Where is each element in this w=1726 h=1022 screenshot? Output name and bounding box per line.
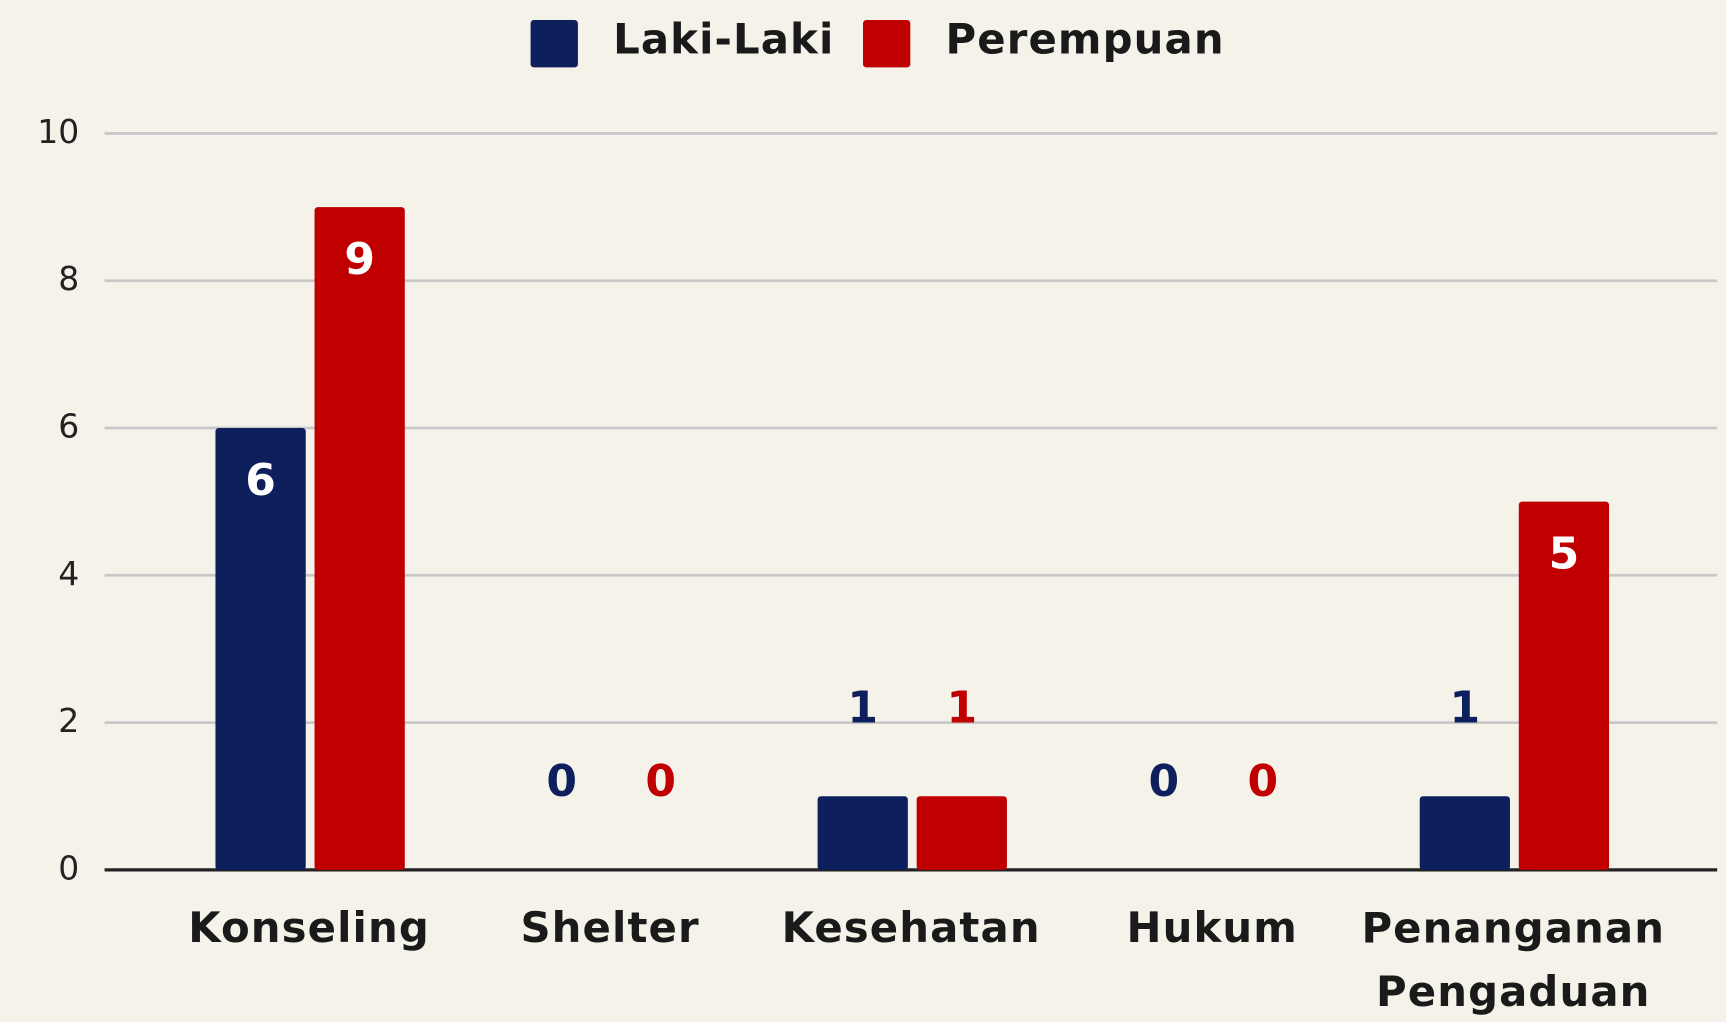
value-label: 0 <box>1248 756 1279 807</box>
legend-swatch <box>531 20 578 67</box>
value-label: 9 <box>344 234 375 285</box>
x-tick-label: Konseling <box>188 903 430 952</box>
chart: 0246810Laki-LakiPerempuanKonseling69Shel… <box>0 0 1726 1022</box>
legend-label: Perempuan <box>946 15 1225 64</box>
bar <box>315 207 405 870</box>
y-tick-label: 8 <box>58 259 79 298</box>
bar <box>1420 796 1510 870</box>
legend-label: Laki-Laki <box>613 15 834 64</box>
value-label: 1 <box>847 682 878 733</box>
value-label: 0 <box>546 756 577 807</box>
value-label: 1 <box>1450 682 1481 733</box>
y-tick-label: 2 <box>58 701 79 740</box>
page: {"chart_data": {"type": "bar", "categori… <box>0 0 1726 1022</box>
x-tick-label: Kesehatan <box>782 903 1041 952</box>
legend-swatch <box>863 20 910 67</box>
value-label: 0 <box>645 756 676 807</box>
x-tick-label: Shelter <box>520 903 699 952</box>
bar <box>917 796 1007 870</box>
y-tick-label: 6 <box>58 407 79 446</box>
value-label: 0 <box>1148 756 1179 807</box>
value-label: 5 <box>1549 529 1580 580</box>
value-label: 6 <box>245 455 276 506</box>
y-tick-label: 4 <box>58 554 79 593</box>
y-tick-label: 0 <box>58 848 79 887</box>
y-tick-label: 10 <box>37 112 79 151</box>
value-label: 1 <box>946 682 977 733</box>
bar <box>818 796 908 870</box>
x-tick-label: Hukum <box>1127 903 1298 952</box>
